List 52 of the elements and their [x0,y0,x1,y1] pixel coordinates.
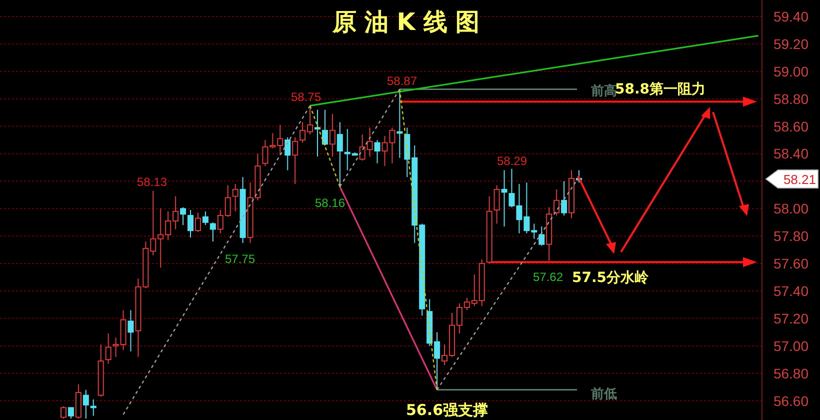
ref-line-label: 58.8第一阻力 [615,82,706,98]
candlestick [284,136,291,171]
candlestick [194,212,201,232]
text: 58.21 [783,172,816,187]
ref-line-label: 前低 [590,386,617,402]
candlestick [82,389,89,420]
y-tick-label: 59.20 [773,36,809,52]
y-tick-label: 58.00 [773,200,809,217]
candlestick [336,122,343,188]
candlestick [561,180,568,216]
candlestick [68,407,74,420]
candlestick [60,406,66,420]
y-tick-label: 57.00 [773,338,809,354]
y-tick-label: 57.80 [773,228,809,244]
candlestick [180,206,186,226]
y-tick-label: 57.20 [773,310,809,326]
y-tick-label: 56.60 [773,392,809,409]
candlestick [202,210,208,226]
y-tick-label: 58.40 [773,146,809,162]
annotation: 56.6强支撑 [406,401,488,419]
candlestick [232,183,238,212]
candlestick [329,113,336,157]
y-tick-label: 57.60 [773,256,809,272]
legend-label: 57.5分水岭 [572,270,650,286]
candlestick [554,188,560,216]
y-tick-label: 59.00 [773,63,809,80]
candlestick [210,222,216,242]
y-tick-label: 58.80 [773,90,809,107]
candlestick [538,226,545,246]
candlestick [314,109,320,157]
annotation: 58.75 [290,90,322,104]
candlestick [292,136,298,184]
annotation: 57.62 [532,270,564,284]
candlestick [501,170,508,227]
y-tick-label: 58.60 [773,118,809,134]
y-tick-label: 56.80 [773,365,809,382]
y-tick-label: 57.40 [773,282,809,299]
candlestick [105,333,112,364]
candlestick [90,398,96,416]
candlestick [322,109,328,146]
candlestick [494,184,500,224]
ref-line-label: 前高 [590,83,617,100]
y-tick-label: 59.40 [773,8,809,24]
annotation: 58.29 [496,154,528,168]
annotation: 58.87 [386,74,418,88]
annotation: 58.13 [136,175,168,189]
annotation: 57.75 [224,252,256,266]
candlestick [188,210,194,238]
candlestick [374,140,380,164]
chart-title: 原油K线图 [332,8,488,36]
annotation: 58.16 [314,196,346,210]
candlestick [128,310,134,352]
